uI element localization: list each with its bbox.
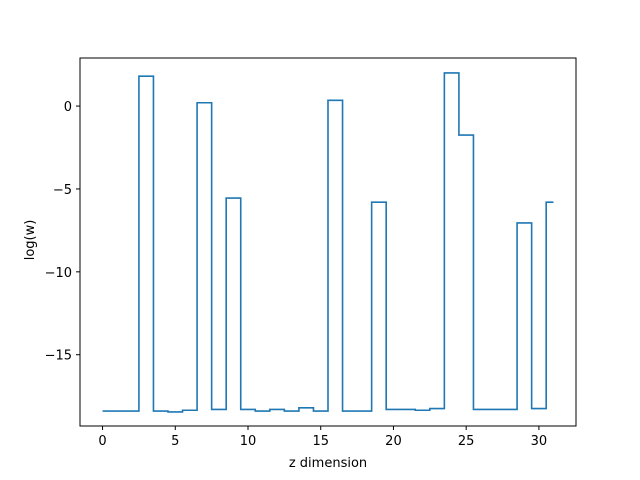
y-tick-label: −10 (45, 266, 72, 281)
x-tick-label: 5 (171, 434, 179, 449)
plot-frame (79, 57, 577, 427)
x-tick-label: 25 (458, 434, 475, 449)
y-axis: 0 −5 −10 −15 (45, 100, 80, 364)
x-axis: 0 5 10 15 20 25 30 (98, 426, 547, 449)
x-tick-label: 30 (531, 434, 548, 449)
y-tick-label: 0 (64, 100, 72, 115)
series-line-0 (102, 72, 554, 413)
y-tick-label: −5 (53, 183, 72, 198)
x-tick-label: 0 (98, 434, 106, 449)
y-axis-label: log(w) (23, 220, 38, 261)
x-axis-label: z dimension (289, 456, 367, 471)
x-tick-label: 20 (385, 434, 402, 449)
x-tick-label: 15 (312, 434, 329, 449)
x-tick-label: 10 (240, 434, 257, 449)
plot-area (79, 57, 577, 427)
y-tick-label: −15 (45, 349, 72, 364)
